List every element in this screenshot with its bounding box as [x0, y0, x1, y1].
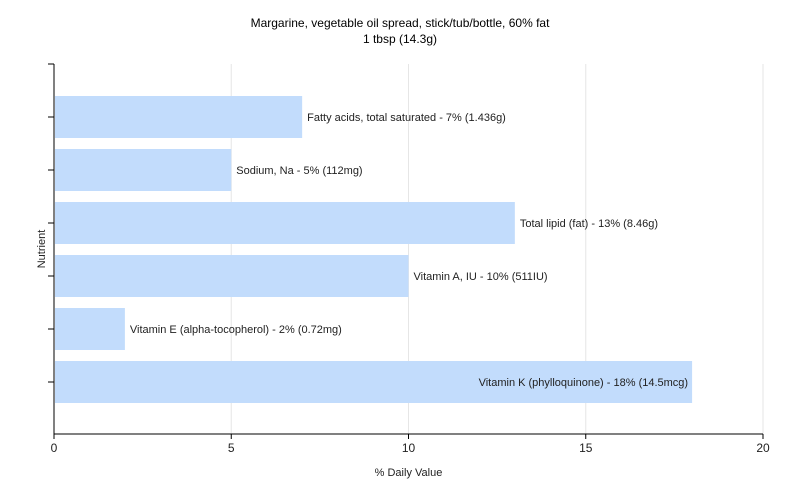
x-axis-title: % Daily Value — [375, 467, 443, 479]
chart-subtitle: 1 tbsp (14.3g) — [362, 32, 438, 46]
x-tick-label: 20 — [756, 441, 770, 455]
data-label-1: Sodium, Na - 5% (112mg) — [236, 165, 362, 177]
bar-3 — [55, 255, 409, 297]
bar-4 — [55, 308, 125, 350]
x-tick-label: 0 — [51, 441, 58, 455]
y-axis-title: Nutrient — [36, 230, 48, 269]
x-tick-label: 10 — [402, 441, 416, 455]
data-label-5: Vitamin K (phylloquinone) - 18% (14.5mcg… — [479, 377, 689, 389]
data-label-0: Fatty acids, total saturated - 7% (1.436… — [307, 112, 506, 124]
chart-title-block: Margarine, vegetable oil spread, stick/t… — [0, 15, 800, 47]
x-tick-label: 15 — [579, 441, 593, 455]
bar-0 — [55, 96, 303, 138]
data-label-3: Vitamin A, IU - 10% (511IU) — [414, 271, 548, 283]
data-label-2: Total lipid (fat) - 13% (8.46g) — [520, 218, 658, 230]
chart-title: Margarine, vegetable oil spread, stick/t… — [250, 16, 550, 30]
data-label-4: Vitamin E (alpha-tocopherol) - 2% (0.72m… — [130, 324, 342, 336]
bar-5 — [55, 361, 693, 403]
bar-1 — [55, 149, 232, 191]
bar-2 — [55, 202, 515, 244]
x-tick-label: 5 — [228, 441, 235, 455]
